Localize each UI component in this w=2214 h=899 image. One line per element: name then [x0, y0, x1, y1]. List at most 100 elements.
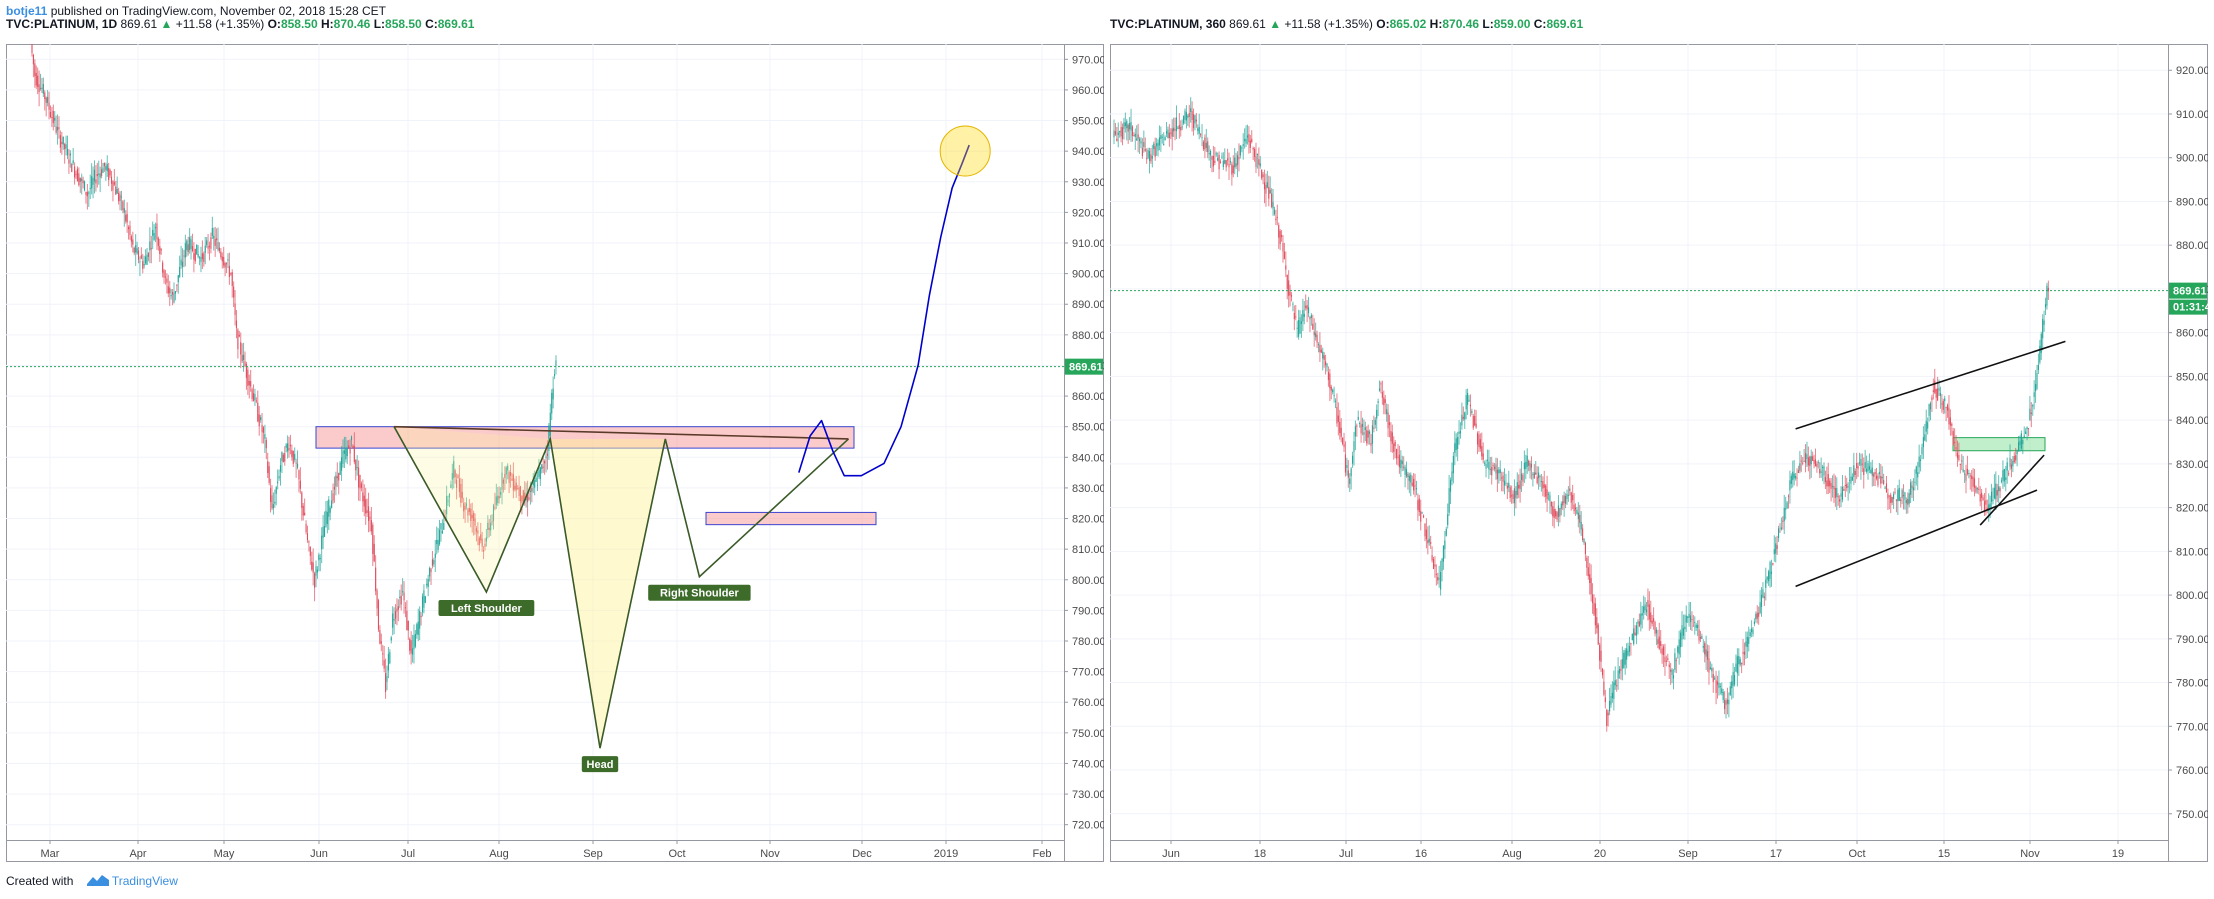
candle-body — [191, 246, 194, 252]
candle-body — [1461, 414, 1463, 426]
candle-body — [1232, 165, 1234, 174]
candle-body — [252, 393, 255, 402]
candle-body — [1765, 579, 1767, 588]
candle-body — [277, 481, 279, 484]
candle-body — [383, 660, 385, 669]
candle-body — [527, 494, 529, 503]
candle-body — [1975, 486, 1977, 493]
candle-body — [1944, 398, 1946, 401]
published-text: published on TradingView.com, November 0… — [47, 4, 387, 18]
candle-body — [1795, 476, 1797, 479]
candle-body — [1235, 163, 1237, 167]
candle-body — [1545, 485, 1547, 497]
candle-body — [2043, 320, 2045, 325]
tradingview-link[interactable]: TradingView — [111, 874, 178, 888]
candle-body — [1282, 242, 1284, 252]
candle-body — [1817, 462, 1819, 464]
candle-body — [123, 208, 125, 213]
candle-body — [193, 253, 195, 260]
candle-body — [238, 334, 240, 337]
y-tick-label: 900.00 — [1072, 269, 1104, 281]
left-candlestick-chart[interactable]: 970.00 960.00 950.00 940.00 930.00 920.00 910.… — [6, 44, 1104, 862]
candle-body — [316, 569, 318, 573]
candle-body — [353, 446, 355, 463]
candle-body — [1519, 480, 1521, 490]
candle-body — [1863, 468, 1865, 475]
candle-body — [1279, 230, 1281, 245]
candle-body — [360, 483, 362, 488]
candle-body — [1131, 126, 1134, 136]
candle-body — [417, 621, 419, 635]
candle-body — [1702, 646, 1704, 648]
candle-body — [1660, 641, 1662, 646]
candle-body — [1736, 656, 1738, 674]
candle-body — [1486, 459, 1489, 462]
candle-body — [1948, 407, 1950, 425]
candle-body — [1192, 114, 1195, 129]
candle-body — [221, 256, 223, 262]
candle-body — [1664, 656, 1666, 663]
candle-body — [42, 84, 44, 94]
candle-body — [1188, 112, 1190, 117]
candle-body — [34, 63, 36, 77]
candle-body — [44, 92, 46, 100]
candle-body — [1746, 636, 1748, 648]
candle-body — [1972, 476, 1974, 487]
candle-body — [197, 254, 199, 257]
candle-body — [1535, 472, 1537, 475]
footer: Created with TradingView — [6, 874, 178, 889]
candle-body — [429, 568, 431, 577]
candle-body — [1689, 615, 1692, 623]
candle-body — [1946, 404, 1949, 411]
candle-body — [1725, 700, 1727, 705]
candle-body — [1829, 480, 1831, 487]
candle-body — [1797, 470, 1799, 473]
candle-body — [1356, 425, 1358, 427]
candle-body — [394, 611, 397, 619]
candle-body — [1654, 621, 1656, 634]
candle-body — [484, 543, 486, 547]
candle-body — [1802, 462, 1804, 464]
candle-body — [227, 259, 229, 261]
candle-body — [1525, 461, 1527, 469]
candle-body — [1113, 130, 1115, 138]
candle-body — [1205, 142, 1207, 148]
candle-body — [1819, 468, 1821, 474]
candle-body — [1741, 663, 1743, 665]
candle-body — [1688, 613, 1690, 618]
candle-body — [2037, 364, 2039, 371]
y-tick-label: 820.00 — [1072, 514, 1104, 526]
candle-body — [1995, 483, 1997, 500]
candle-body — [1880, 476, 1882, 484]
x-tick-label: Aug — [489, 848, 509, 860]
candle-body — [1653, 618, 1655, 622]
y-tick-label: 810.00 — [2176, 546, 2208, 558]
candle-body — [1924, 434, 1926, 441]
candle-body — [1296, 327, 1298, 329]
candle-body — [1333, 395, 1335, 397]
candle-body — [1411, 482, 1413, 486]
candle-body — [1119, 131, 1121, 133]
candle-body — [1234, 157, 1236, 168]
candle-body — [1630, 643, 1632, 645]
candle-body — [1807, 457, 1809, 466]
y-tick-label: 770.00 — [2176, 721, 2208, 733]
candle-body — [329, 507, 331, 513]
candle-body — [504, 473, 506, 479]
candle-body — [1421, 512, 1423, 514]
candle-body — [1505, 482, 1507, 484]
candle-body — [1658, 636, 1660, 649]
legend-close-label: C: — [1533, 17, 1547, 31]
candle-body — [1123, 122, 1125, 129]
candle-body — [1670, 669, 1672, 672]
author-link[interactable]: botje11 — [6, 4, 48, 18]
candle-body — [1148, 151, 1151, 161]
candle-body — [1288, 280, 1290, 296]
right-candlestick-chart[interactable]: 920.00910.00900.00890.00880.00870.00860.… — [1110, 44, 2208, 862]
candle-body — [1438, 578, 1440, 580]
candle-body — [1471, 410, 1473, 414]
candle-body — [1127, 124, 1129, 132]
y-tick-label: 800.00 — [1072, 575, 1104, 587]
y-tick-label: 790.00 — [1072, 605, 1104, 617]
candle-body — [1993, 487, 1995, 499]
